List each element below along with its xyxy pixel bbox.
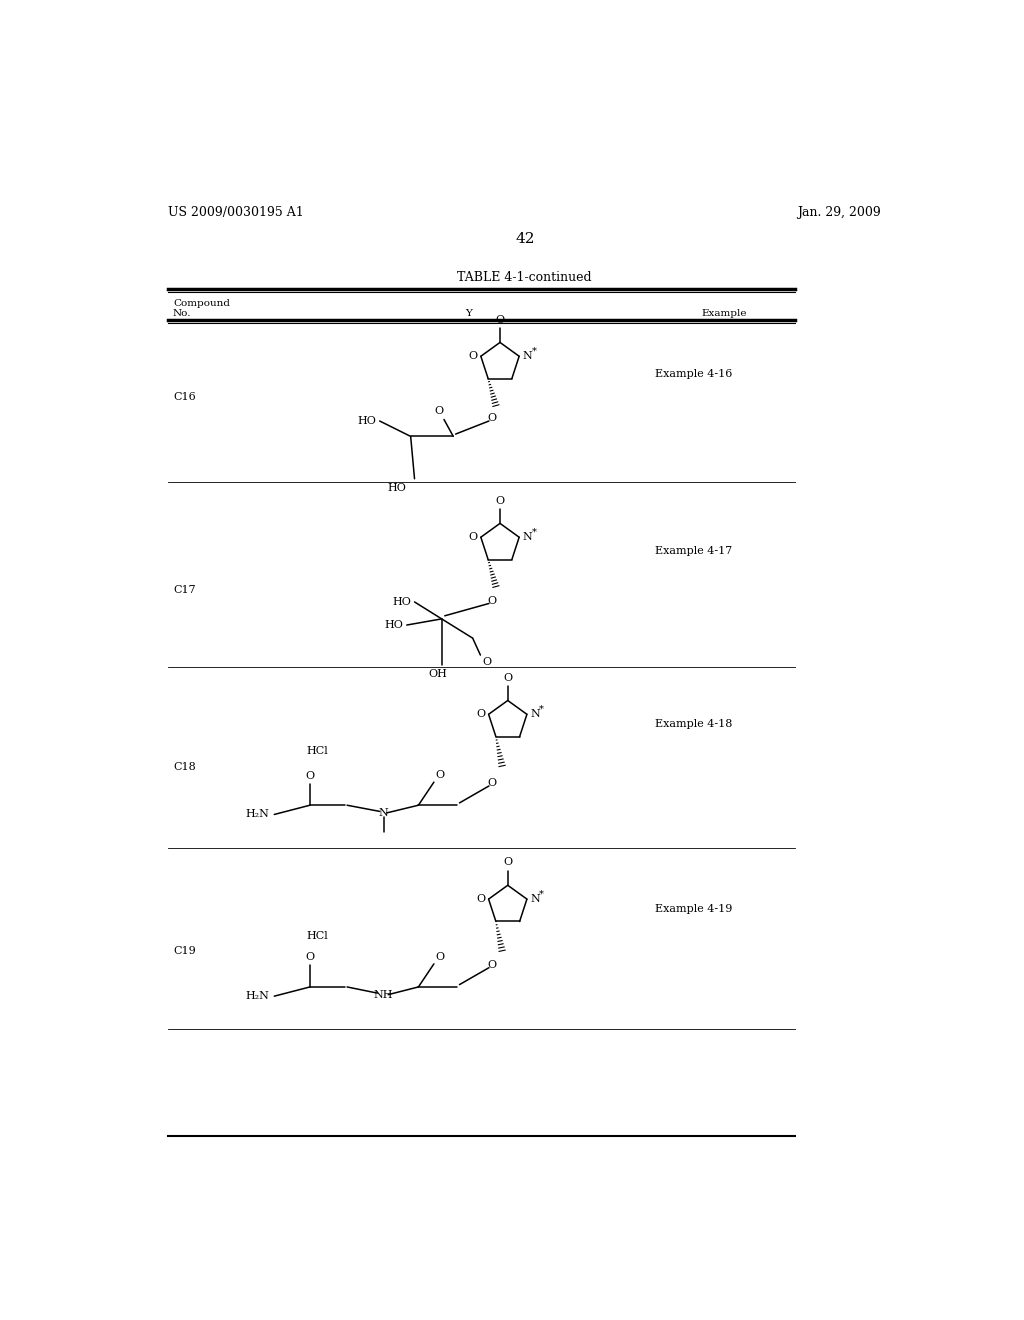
Text: C19: C19 (173, 946, 196, 957)
Text: Jan. 29, 2009: Jan. 29, 2009 (798, 206, 882, 219)
Text: O: O (435, 770, 444, 780)
Text: HO: HO (392, 597, 412, 607)
Text: *: * (540, 890, 544, 899)
Text: C17: C17 (173, 585, 196, 594)
Text: OH: OH (428, 669, 447, 678)
Text: Example 4-17: Example 4-17 (655, 546, 732, 556)
Text: HCl: HCl (306, 746, 328, 756)
Text: O: O (476, 894, 485, 904)
Text: O: O (476, 709, 485, 719)
Text: O: O (487, 595, 497, 606)
Text: O: O (435, 405, 443, 416)
Text: N: N (522, 351, 532, 362)
Text: TABLE 4-1-continued: TABLE 4-1-continued (458, 271, 592, 284)
Text: US 2009/0030195 A1: US 2009/0030195 A1 (168, 206, 304, 219)
Text: HO: HO (385, 620, 403, 630)
Text: O: O (487, 779, 497, 788)
Text: N: N (530, 894, 540, 904)
Text: HO: HO (357, 416, 377, 426)
Text: NH: NH (374, 990, 393, 999)
Text: O: O (487, 413, 497, 424)
Text: *: * (531, 347, 537, 356)
Text: C18: C18 (173, 762, 196, 772)
Text: Y: Y (466, 309, 472, 318)
Text: Example 4-19: Example 4-19 (655, 904, 732, 915)
Text: O: O (487, 960, 497, 970)
Text: O: O (503, 858, 512, 867)
Text: O: O (435, 952, 444, 961)
Text: *: * (531, 528, 537, 537)
Text: 42: 42 (515, 231, 535, 246)
Text: O: O (469, 532, 478, 543)
Text: Example 4-18: Example 4-18 (655, 719, 732, 730)
Text: HO: HO (388, 483, 407, 492)
Text: Example: Example (701, 309, 746, 318)
Text: O: O (469, 351, 478, 362)
Text: H₂N: H₂N (246, 809, 269, 820)
Text: O: O (305, 771, 314, 780)
Text: H₂N: H₂N (246, 991, 269, 1001)
Text: N: N (379, 808, 388, 818)
Text: O: O (496, 495, 505, 506)
Text: HCl: HCl (306, 931, 328, 941)
Text: O: O (503, 673, 512, 682)
Text: N: N (530, 709, 540, 719)
Text: O: O (482, 656, 492, 667)
Text: O: O (496, 314, 505, 325)
Text: *: * (540, 705, 544, 714)
Text: C16: C16 (173, 392, 196, 403)
Text: Compound: Compound (173, 300, 230, 309)
Text: O: O (305, 952, 314, 962)
Text: N: N (522, 532, 532, 543)
Text: No.: No. (173, 309, 191, 318)
Text: Example 4-16: Example 4-16 (655, 370, 732, 379)
